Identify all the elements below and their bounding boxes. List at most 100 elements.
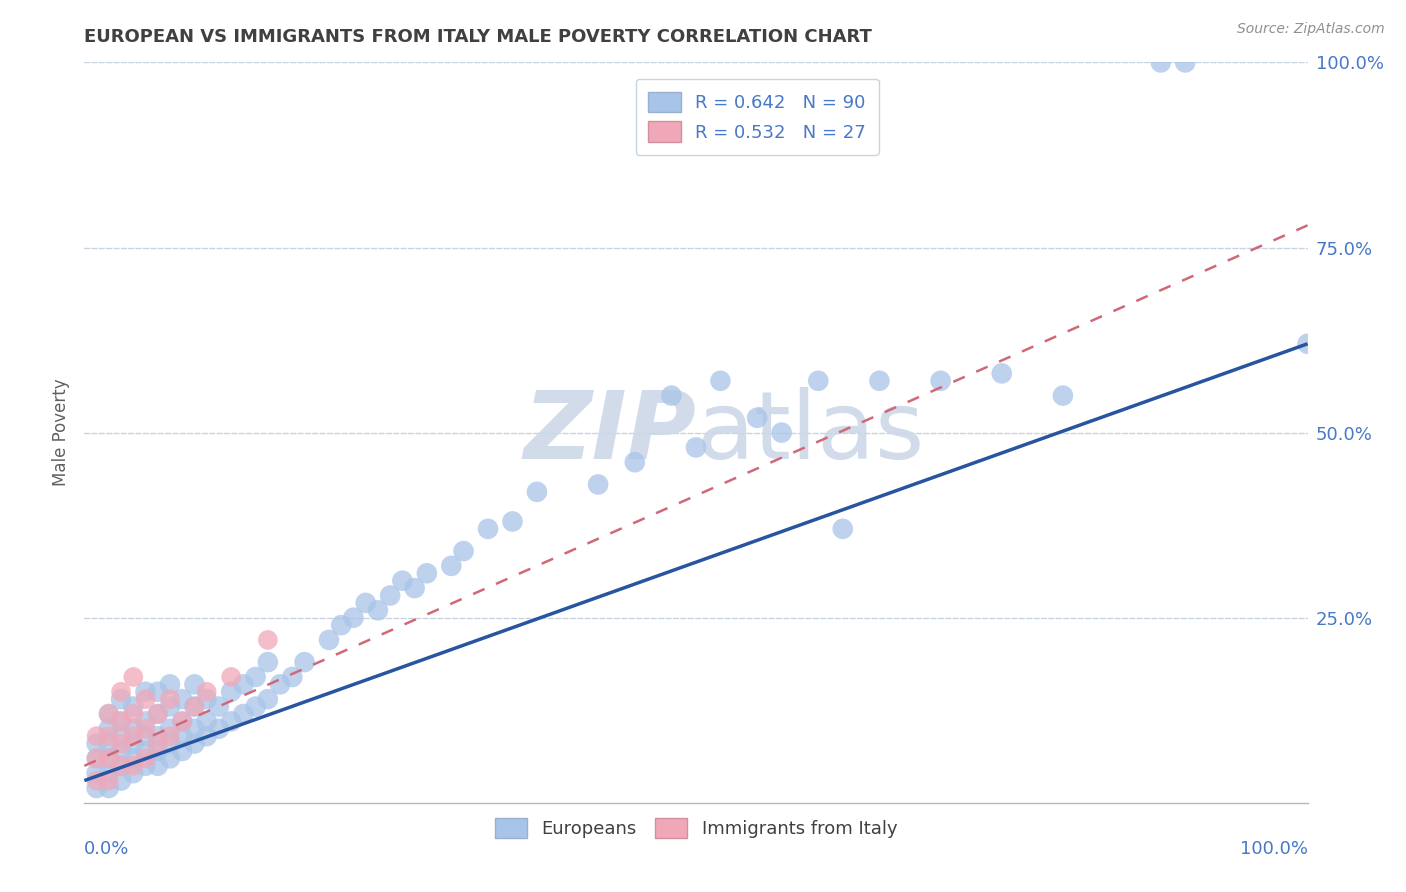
Point: [219, 714, 242, 729]
Point: [86, 729, 108, 743]
Point: [269, 677, 291, 691]
Point: [831, 522, 853, 536]
Point: [135, 714, 157, 729]
Point: [97, 737, 120, 751]
Point: [747, 410, 769, 425]
Point: [330, 618, 353, 632]
Point: [232, 706, 254, 721]
Point: [294, 655, 316, 669]
Point: [146, 729, 169, 743]
Point: [453, 544, 475, 558]
Point: [146, 737, 169, 751]
Point: [110, 714, 132, 729]
Point: [159, 699, 181, 714]
Text: EUROPEAN VS IMMIGRANTS FROM ITALY MALE POVERTY CORRELATION CHART: EUROPEAN VS IMMIGRANTS FROM ITALY MALE P…: [84, 28, 872, 45]
Point: [122, 670, 145, 684]
Point: [526, 484, 548, 499]
Text: 0.0%: 0.0%: [84, 840, 129, 858]
Point: [159, 751, 181, 765]
Point: [1150, 55, 1173, 70]
Point: [86, 766, 108, 780]
Point: [183, 737, 205, 751]
Point: [586, 477, 609, 491]
Point: [135, 758, 157, 772]
Point: [342, 610, 364, 624]
Point: [502, 515, 524, 529]
Point: [404, 581, 426, 595]
Point: [770, 425, 793, 440]
Point: [86, 780, 108, 795]
Point: [97, 706, 120, 721]
Point: [97, 751, 120, 765]
Point: [159, 729, 181, 743]
Point: [1174, 55, 1197, 70]
Point: [172, 714, 194, 729]
Point: [122, 706, 145, 721]
Point: [380, 589, 402, 603]
Point: [135, 751, 157, 765]
Text: 100.0%: 100.0%: [1240, 840, 1308, 858]
Point: [122, 766, 145, 780]
Y-axis label: Male Poverty: Male Poverty: [52, 379, 70, 486]
Point: [110, 692, 132, 706]
Point: [195, 692, 218, 706]
Point: [97, 766, 120, 780]
Point: [929, 374, 952, 388]
Point: [807, 374, 830, 388]
Point: [477, 522, 499, 536]
Point: [869, 374, 891, 388]
Point: [146, 685, 169, 699]
Point: [110, 729, 132, 743]
Point: [257, 655, 280, 669]
Point: [172, 714, 194, 729]
Point: [146, 758, 169, 772]
Point: [245, 670, 267, 684]
Point: [183, 677, 205, 691]
Point: [172, 692, 194, 706]
Point: [122, 737, 145, 751]
Point: [159, 677, 181, 691]
Point: [661, 388, 683, 402]
Point: [86, 773, 108, 788]
Point: [991, 367, 1014, 381]
Point: [122, 699, 145, 714]
Point: [624, 455, 647, 469]
Point: [110, 685, 132, 699]
Point: [135, 744, 157, 758]
Point: [97, 722, 120, 736]
Point: [232, 677, 254, 691]
Point: [110, 737, 132, 751]
Point: [183, 722, 205, 736]
Point: [257, 632, 280, 647]
Point: [172, 744, 194, 758]
Point: [245, 699, 267, 714]
Point: [354, 596, 377, 610]
Point: [219, 685, 242, 699]
Point: [1296, 336, 1319, 351]
Point: [709, 374, 731, 388]
Point: [122, 751, 145, 765]
Point: [391, 574, 413, 588]
Point: [685, 441, 707, 455]
Point: [367, 603, 389, 617]
Point: [183, 699, 205, 714]
Point: [159, 722, 181, 736]
Point: [183, 699, 205, 714]
Text: atlas: atlas: [696, 386, 924, 479]
Point: [122, 722, 145, 736]
Point: [122, 758, 145, 772]
Point: [97, 773, 120, 788]
Point: [146, 706, 169, 721]
Point: [146, 744, 169, 758]
Point: [110, 744, 132, 758]
Point: [110, 758, 132, 772]
Point: [97, 780, 120, 795]
Point: [135, 685, 157, 699]
Point: [135, 692, 157, 706]
Point: [110, 758, 132, 772]
Point: [135, 729, 157, 743]
Point: [110, 714, 132, 729]
Point: [195, 714, 218, 729]
Point: [318, 632, 340, 647]
Text: Source: ZipAtlas.com: Source: ZipAtlas.com: [1237, 22, 1385, 37]
